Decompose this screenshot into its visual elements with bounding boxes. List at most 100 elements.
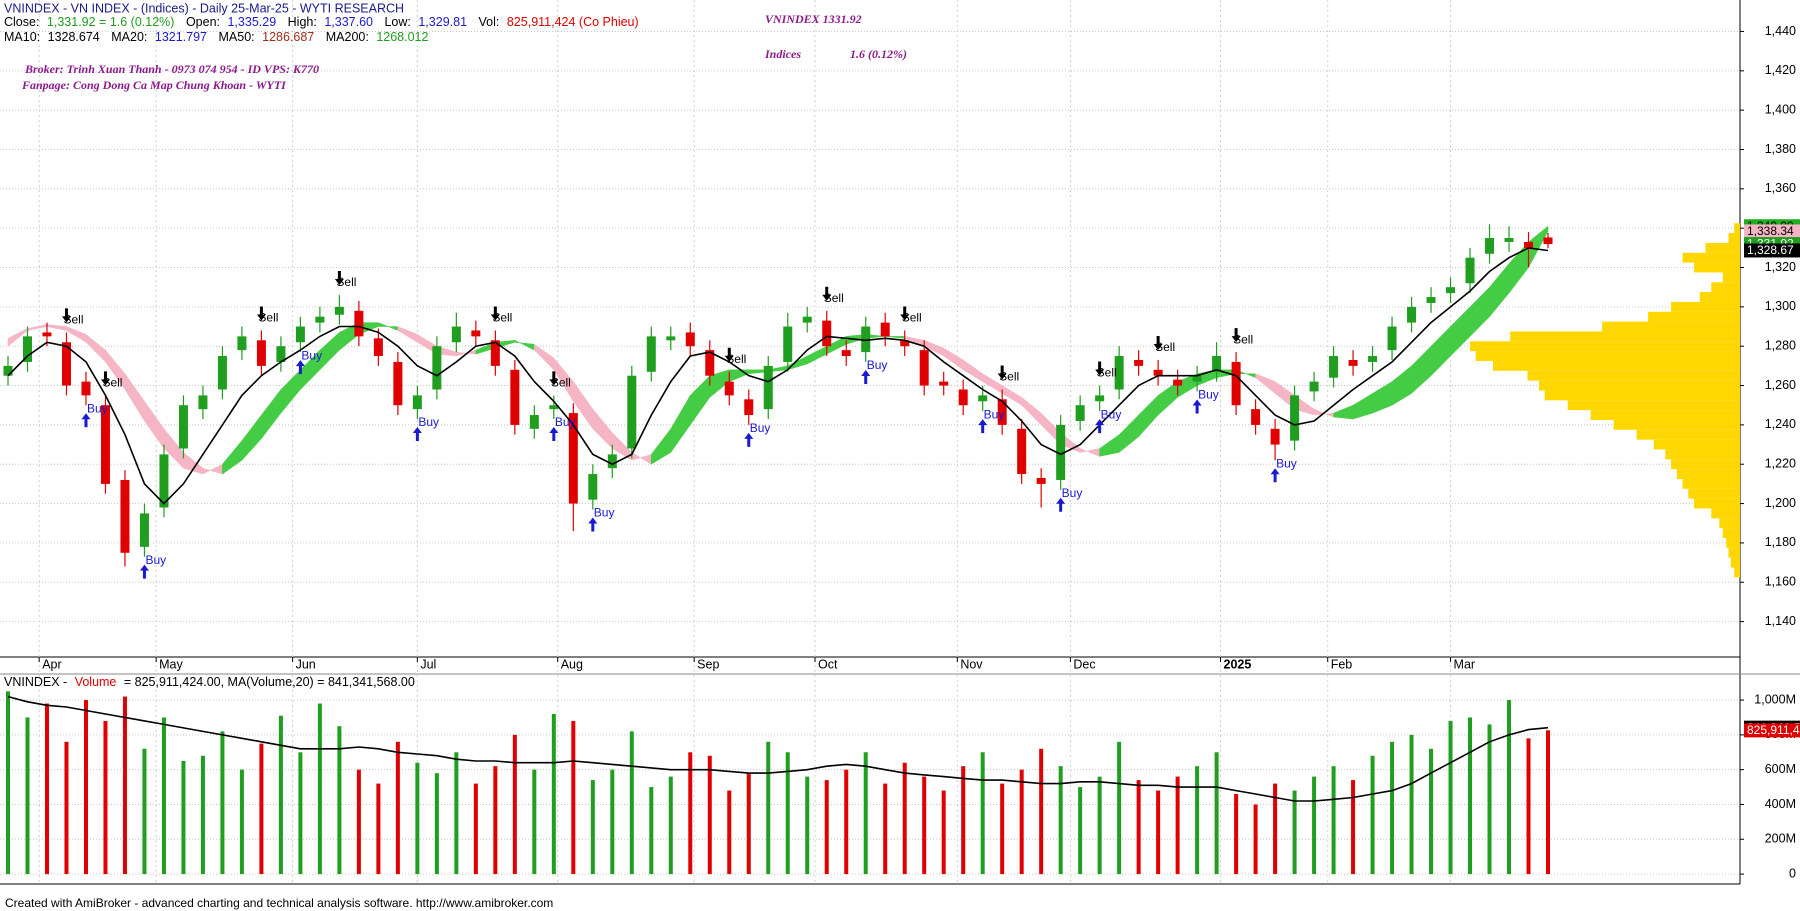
volume-bar [1468, 717, 1473, 875]
volume-bar [1429, 748, 1434, 875]
candle-body [510, 369, 520, 425]
signal-label: Buy [145, 553, 166, 567]
x-tick-label: May [159, 657, 183, 671]
grid-layer [0, 0, 1800, 885]
last-value-box [1744, 243, 1800, 258]
volume-bar [590, 780, 595, 875]
last-value-label: 1,338.34 [1747, 224, 1794, 238]
fanpage: Fanpage: Cong Dong Ca Map Chung Khoan - … [21, 78, 287, 92]
volume-bar [1117, 741, 1122, 875]
volume-profile-bar [1602, 321, 1740, 332]
buy-arrow [549, 426, 559, 441]
volume-bar [220, 731, 225, 875]
volume-bar [961, 766, 966, 875]
volume-bar [376, 783, 381, 875]
y-tick-label: 1,280 [1765, 339, 1796, 353]
volume-profile-bar [1653, 439, 1740, 450]
volume-bar [1526, 738, 1531, 875]
sell-arrow [1095, 361, 1105, 376]
value: 1268.012 [376, 30, 428, 44]
sell-arrow [724, 347, 734, 362]
volume-profile-bar [1719, 518, 1740, 529]
volume-bar [1409, 734, 1414, 875]
candle-body [1368, 356, 1378, 362]
candle-body [1309, 381, 1319, 392]
volume-profile-bar [1722, 272, 1740, 283]
candle-body [880, 322, 890, 337]
volume-bar [1078, 787, 1083, 875]
buy-arrow [81, 413, 91, 428]
signal-label: Sell [336, 275, 356, 289]
value: 1,337.60 [324, 15, 373, 29]
sell-arrow [100, 371, 110, 386]
x-tick-label: Feb [1331, 657, 1353, 671]
text-layer: VNINDEX - VN INDEX - (Indices) - Daily 2… [4, 1, 1800, 910]
y-tick-label: 0 [1789, 866, 1796, 880]
watermark-indices: Indices [764, 47, 801, 61]
volume-bar [1156, 790, 1161, 875]
candle-body [1387, 326, 1397, 351]
signal-label: Sell [999, 370, 1019, 384]
signal-label: Buy [1101, 407, 1122, 421]
volume-bar [1507, 700, 1512, 875]
volume-bar [181, 760, 186, 875]
y-tick-label: 1,240 [1765, 417, 1796, 431]
volume-bar [688, 752, 693, 875]
volume-bar [1292, 790, 1297, 875]
volume-bar [103, 720, 108, 875]
volume-profile-bar [1711, 508, 1740, 519]
volume-profile-bar [1527, 370, 1740, 381]
buy-arrow [1095, 419, 1105, 434]
x-tick-label: Apr [42, 657, 61, 671]
candle-body [1017, 428, 1027, 475]
volume-bar [1370, 755, 1375, 875]
volume-bar [512, 734, 517, 875]
candle-body [1153, 369, 1163, 376]
volume-bar [1195, 766, 1200, 875]
signal-label: Buy [867, 358, 888, 372]
y-tick-label: 1,320 [1765, 260, 1796, 274]
candle-body [1504, 238, 1514, 242]
volume-bar [395, 741, 400, 875]
candle-body [1426, 297, 1436, 303]
candle-body [178, 405, 188, 449]
volume-profile-bar [1676, 469, 1740, 479]
buy-arrow [744, 432, 754, 447]
volume-bar [551, 713, 556, 875]
volume-bar [64, 741, 69, 875]
candle-body [120, 479, 130, 553]
candle-body [432, 346, 442, 390]
volume-bar [1039, 748, 1044, 875]
buy-arrow [1192, 399, 1202, 414]
last-value-label: 825,911,424 [1747, 723, 1800, 737]
volume-bar [1448, 720, 1453, 875]
signal-label: Buy [1276, 456, 1297, 470]
candle-body [1290, 395, 1300, 441]
candle-body [81, 381, 91, 396]
sell-arrow [490, 306, 500, 321]
candle-body [666, 336, 676, 341]
candle-body [1543, 237, 1553, 245]
candle-body [334, 306, 344, 315]
volume-bar [532, 769, 537, 875]
volume-profile-bar [1682, 478, 1740, 489]
candle-body [217, 356, 227, 390]
volume-bar [922, 776, 927, 875]
signal-label: Sell [102, 376, 122, 390]
buy-arrow [978, 419, 988, 434]
sell-arrow [256, 306, 266, 321]
y-tick-label: 600M [1765, 762, 1796, 776]
sell-arrow [334, 271, 344, 286]
label: MA20: [111, 30, 147, 44]
volume-bar [1000, 783, 1005, 875]
volume-header: VNINDEX - Volume = 825,911,424.00, MA(Vo… [4, 675, 415, 689]
candle-body [100, 405, 110, 484]
sell-arrow [1231, 328, 1241, 343]
volume-bar [649, 787, 654, 875]
candle-body [1095, 395, 1105, 402]
volume-profile-bar [1590, 410, 1740, 420]
volume-bar [1019, 769, 1024, 875]
candle-body [42, 332, 52, 337]
candle-body [139, 513, 149, 547]
